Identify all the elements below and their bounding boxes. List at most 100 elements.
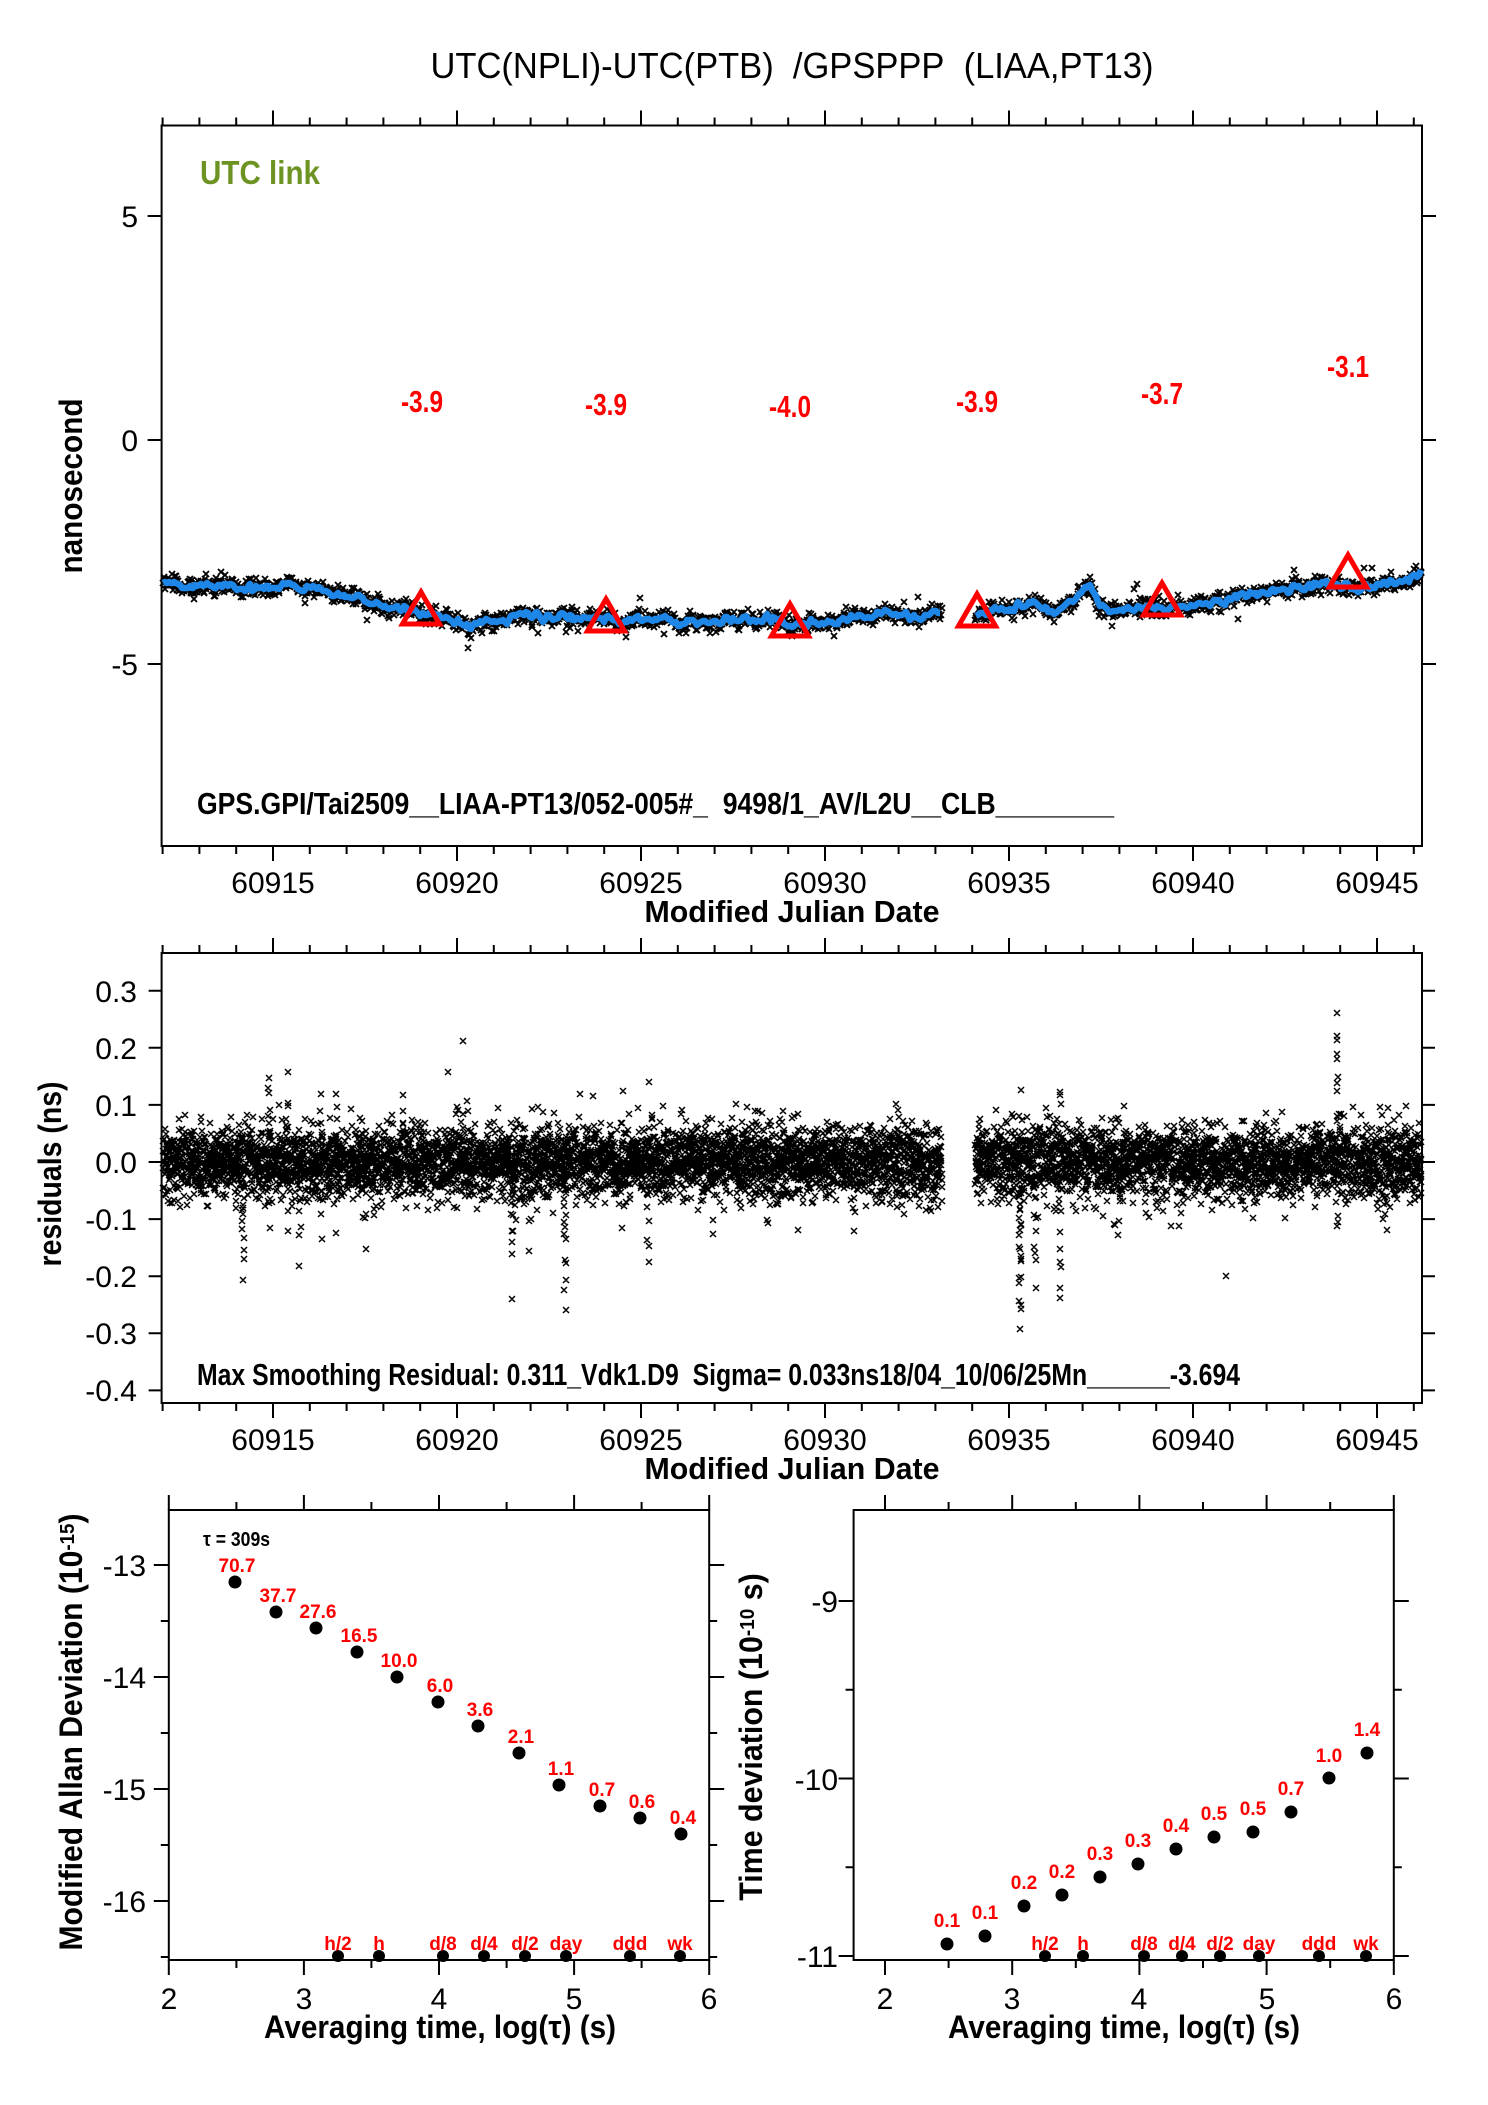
svg-text:-11: -11 bbox=[797, 1941, 838, 1974]
svg-text:60945: 60945 bbox=[1335, 867, 1418, 900]
svg-text:6: 6 bbox=[1386, 1983, 1403, 2016]
svg-text:GPS.GPI/Tai2509__LIAA-PT13/052: GPS.GPI/Tai2509__LIAA-PT13/052-005#_ 949… bbox=[197, 786, 1115, 821]
svg-text:60915: 60915 bbox=[231, 867, 314, 900]
svg-text:-5: -5 bbox=[111, 649, 138, 682]
svg-text:2: 2 bbox=[877, 1983, 894, 2016]
svg-text:-3.9: -3.9 bbox=[585, 387, 627, 422]
svg-text:70.7: 70.7 bbox=[219, 1556, 256, 1577]
svg-text:2.1: 2.1 bbox=[508, 1727, 535, 1748]
svg-text:nanosecond: nanosecond bbox=[53, 399, 89, 574]
svg-text:ddd: ddd bbox=[613, 1934, 648, 1955]
svg-text:Modified Julian Date: Modified Julian Date bbox=[645, 894, 940, 929]
svg-text:0.2: 0.2 bbox=[95, 1033, 137, 1066]
svg-text:0.2: 0.2 bbox=[1049, 1862, 1075, 1883]
svg-text:10.0: 10.0 bbox=[381, 1651, 418, 1672]
svg-text:0.4: 0.4 bbox=[670, 1808, 697, 1829]
svg-text:d/2: d/2 bbox=[1206, 1934, 1233, 1955]
svg-text:h/2: h/2 bbox=[1031, 1934, 1058, 1955]
svg-text:5: 5 bbox=[566, 1983, 583, 2016]
svg-text:-3.1: -3.1 bbox=[1327, 349, 1369, 384]
svg-text:day: day bbox=[1243, 1934, 1276, 1955]
svg-text:6.0: 6.0 bbox=[427, 1676, 453, 1697]
svg-text:1.0: 1.0 bbox=[1316, 1746, 1342, 1767]
svg-text:60920: 60920 bbox=[415, 1424, 498, 1457]
svg-text:-3.7: -3.7 bbox=[1141, 376, 1183, 411]
svg-text:Averaging time, log(τ) (s): Averaging time, log(τ) (s) bbox=[948, 2009, 1300, 2045]
svg-text:0: 0 bbox=[121, 425, 138, 458]
svg-text:0.5: 0.5 bbox=[1240, 1799, 1267, 1820]
svg-text:-3.9: -3.9 bbox=[401, 384, 443, 419]
svg-text:h: h bbox=[1077, 1934, 1089, 1955]
svg-text:60930: 60930 bbox=[783, 1424, 866, 1457]
svg-text:60930: 60930 bbox=[783, 867, 866, 900]
svg-text:day: day bbox=[550, 1934, 583, 1955]
svg-text:-16: -16 bbox=[103, 1886, 146, 1919]
svg-text:0.4: 0.4 bbox=[1163, 1816, 1190, 1837]
svg-text:UTC link: UTC link bbox=[200, 154, 321, 191]
svg-text:d/4: d/4 bbox=[1168, 1934, 1196, 1955]
svg-text:wk: wk bbox=[666, 1934, 693, 1955]
svg-text:h: h bbox=[373, 1934, 385, 1955]
svg-text:2: 2 bbox=[161, 1983, 178, 2016]
svg-text:0.5: 0.5 bbox=[1201, 1804, 1228, 1825]
svg-text:1.4: 1.4 bbox=[1354, 1720, 1381, 1741]
svg-text:-13: -13 bbox=[103, 1550, 146, 1583]
svg-text:ddd: ddd bbox=[1302, 1934, 1337, 1955]
svg-text:60915: 60915 bbox=[231, 1424, 314, 1457]
svg-text:0.3: 0.3 bbox=[1125, 1831, 1151, 1852]
svg-text:-3.9: -3.9 bbox=[956, 384, 998, 419]
svg-text:wk: wk bbox=[1352, 1934, 1379, 1955]
svg-text:-0.4: -0.4 bbox=[85, 1375, 137, 1408]
svg-text:60940: 60940 bbox=[1151, 1424, 1234, 1457]
svg-text:4: 4 bbox=[1131, 1983, 1148, 2016]
svg-text:3.6: 3.6 bbox=[467, 1700, 493, 1721]
svg-text:60925: 60925 bbox=[599, 1424, 682, 1457]
svg-text:0.2: 0.2 bbox=[1011, 1873, 1037, 1894]
svg-text:h/2: h/2 bbox=[324, 1934, 351, 1955]
svg-text:0.1: 0.1 bbox=[95, 1090, 137, 1123]
svg-text:3: 3 bbox=[296, 1983, 313, 2016]
svg-text:60935: 60935 bbox=[967, 1424, 1050, 1457]
svg-text:-15: -15 bbox=[103, 1774, 146, 1807]
svg-text:-14: -14 bbox=[103, 1662, 146, 1695]
svg-text:0.3: 0.3 bbox=[1087, 1844, 1113, 1865]
svg-text:0.6: 0.6 bbox=[629, 1792, 655, 1813]
svg-text:0.0: 0.0 bbox=[95, 1147, 137, 1180]
svg-text:5: 5 bbox=[1259, 1983, 1276, 2016]
svg-text:Max Smoothing Residual: 0.311_: Max Smoothing Residual: 0.311_Vdk1.D9 Si… bbox=[197, 1357, 1241, 1392]
svg-text:60920: 60920 bbox=[415, 867, 498, 900]
svg-text:residuals (ns): residuals (ns) bbox=[32, 1082, 68, 1267]
svg-text:0.7: 0.7 bbox=[589, 1780, 615, 1801]
svg-text:60945: 60945 bbox=[1335, 1424, 1418, 1457]
svg-text:τ = 309s: τ = 309s bbox=[203, 1529, 270, 1551]
svg-text:d/4: d/4 bbox=[470, 1934, 498, 1955]
svg-text:1.1: 1.1 bbox=[548, 1759, 575, 1780]
svg-text:Averaging time, log(τ) (s): Averaging time, log(τ) (s) bbox=[264, 2009, 616, 2045]
svg-text:4: 4 bbox=[431, 1983, 448, 2016]
svg-text:0.1: 0.1 bbox=[934, 1911, 961, 1932]
svg-text:0.3: 0.3 bbox=[95, 976, 137, 1009]
svg-text:6: 6 bbox=[701, 1983, 718, 2016]
svg-text:3: 3 bbox=[1004, 1983, 1021, 2016]
svg-text:d/8: d/8 bbox=[429, 1934, 456, 1955]
svg-text:0.1: 0.1 bbox=[972, 1903, 999, 1924]
svg-text:Modified Allan Deviation (10-1: Modified Allan Deviation (10-15) bbox=[53, 1513, 89, 1950]
svg-text:60940: 60940 bbox=[1151, 867, 1234, 900]
svg-text:60935: 60935 bbox=[967, 867, 1050, 900]
svg-text:-10: -10 bbox=[795, 1764, 838, 1797]
svg-text:60925: 60925 bbox=[599, 867, 682, 900]
svg-text:UTC(NPLI)-UTC(PTB) /GPSPPP (: UTC(NPLI)-UTC(PTB) /GPSPPP (LIAA,PT13) bbox=[431, 45, 1154, 86]
svg-text:27.6: 27.6 bbox=[300, 1602, 337, 1623]
svg-text:d/2: d/2 bbox=[511, 1934, 538, 1955]
svg-text:Modified Julian Date: Modified Julian Date bbox=[645, 1451, 940, 1486]
svg-text:-0.2: -0.2 bbox=[85, 1261, 137, 1294]
svg-text:-4.0: -4.0 bbox=[769, 389, 811, 424]
svg-text:Time deviation (10-10 s): Time deviation (10-10 s) bbox=[733, 1573, 769, 1901]
svg-text:d/8: d/8 bbox=[1130, 1934, 1157, 1955]
svg-text:0.7: 0.7 bbox=[1278, 1779, 1304, 1800]
svg-text:-9: -9 bbox=[811, 1586, 838, 1619]
svg-text:5: 5 bbox=[121, 201, 138, 234]
svg-text:37.7: 37.7 bbox=[260, 1586, 297, 1607]
svg-text:-0.1: -0.1 bbox=[85, 1204, 137, 1237]
svg-text:-0.3: -0.3 bbox=[85, 1318, 137, 1351]
